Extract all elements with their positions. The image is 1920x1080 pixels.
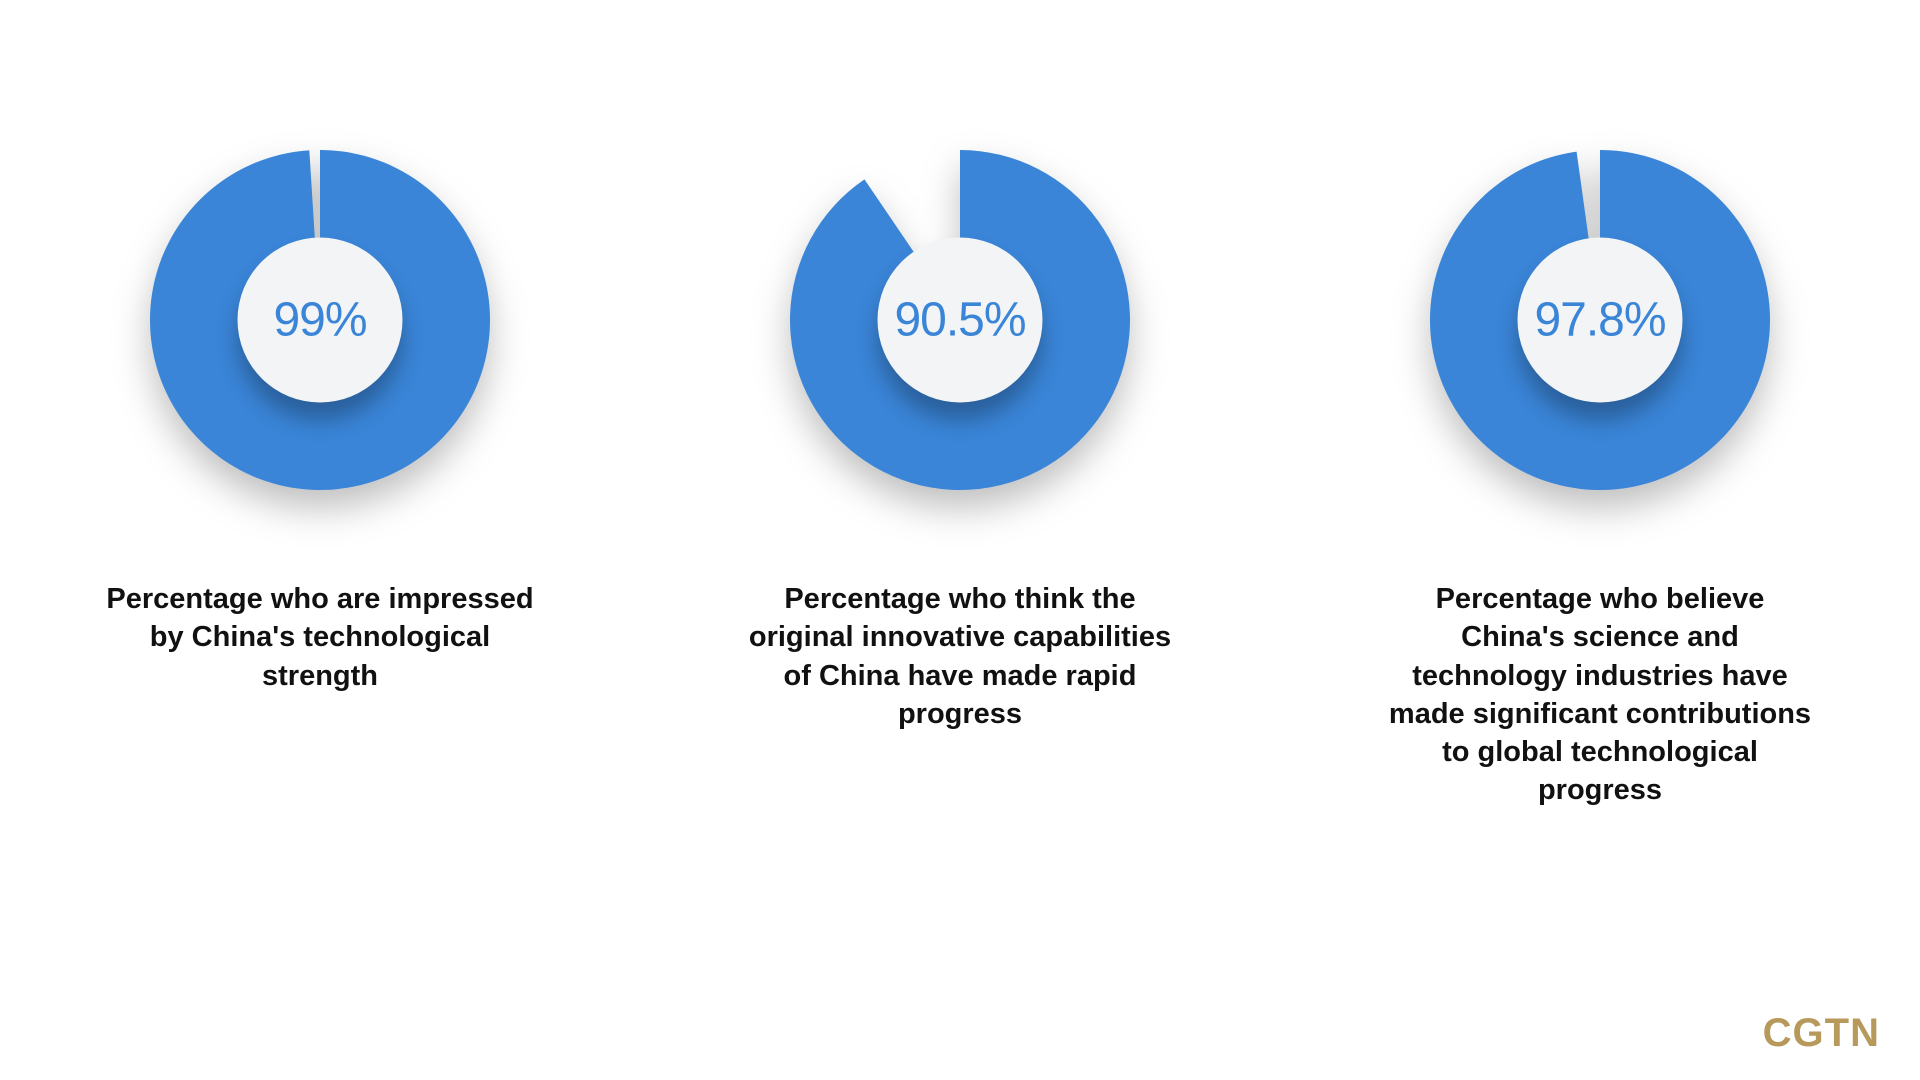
donut-center-1: 90.5% [878,238,1043,403]
donut-center-2: 97.8% [1518,238,1683,403]
chart-col-0: 99% Percentage who are impressed by Chin… [100,150,540,810]
chart-caption-2: Percentage who believe China's science a… [1380,580,1820,810]
donut-center-0: 99% [238,238,403,403]
brand-logo: CGTN [1763,1011,1880,1056]
chart-caption-0: Percentage who are impressed by China's … [100,580,540,695]
donut-value-0: 99% [273,293,366,348]
chart-col-1: 90.5% Percentage who think the original … [740,150,1180,810]
donut-value-1: 90.5% [894,293,1025,348]
chart-col-2: 97.8% Percentage who believe China's sci… [1380,150,1820,810]
charts-row: 99% Percentage who are impressed by Chin… [0,0,1920,810]
chart-caption-1: Percentage who think the original innova… [740,580,1180,733]
donut-chart-1: 90.5% [790,150,1130,490]
donut-chart-0: 99% [150,150,490,490]
donut-value-2: 97.8% [1534,293,1665,348]
donut-chart-2: 97.8% [1430,150,1770,490]
